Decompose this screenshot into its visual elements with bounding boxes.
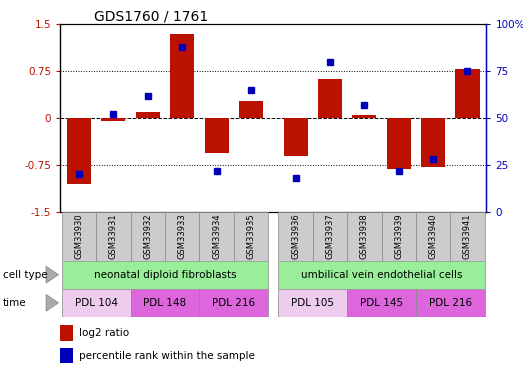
Text: PDL 216: PDL 216 — [429, 298, 472, 308]
Text: PDL 148: PDL 148 — [143, 298, 187, 308]
Bar — [60, 325, 73, 341]
Polygon shape — [46, 294, 59, 311]
Bar — [62, 261, 268, 289]
Text: GSM33936: GSM33936 — [291, 213, 300, 259]
Text: PDL 216: PDL 216 — [212, 298, 255, 308]
Bar — [353, 115, 377, 118]
Bar — [456, 69, 480, 118]
Bar — [60, 348, 73, 363]
Text: GDS1760 / 1761: GDS1760 / 1761 — [94, 9, 209, 23]
Bar — [382, 212, 416, 261]
Text: GSM33940: GSM33940 — [429, 213, 438, 259]
Bar — [416, 289, 485, 317]
Bar — [101, 118, 126, 121]
Text: GSM33941: GSM33941 — [463, 213, 472, 259]
Text: PDL 105: PDL 105 — [291, 298, 334, 308]
Bar — [62, 212, 96, 261]
Text: log2 ratio: log2 ratio — [79, 328, 129, 338]
Bar — [62, 289, 131, 317]
Text: neonatal diploid fibroblasts: neonatal diploid fibroblasts — [94, 270, 236, 280]
Text: GSM33932: GSM33932 — [143, 213, 152, 259]
Bar — [347, 289, 416, 317]
Bar — [239, 100, 263, 118]
Text: GSM33935: GSM33935 — [246, 213, 255, 259]
Bar — [347, 212, 382, 261]
Bar — [318, 80, 342, 118]
Bar — [199, 212, 234, 261]
Bar — [386, 118, 411, 170]
Bar — [283, 118, 308, 156]
Text: GSM33934: GSM33934 — [212, 213, 221, 259]
Bar — [204, 118, 229, 153]
Text: GSM33937: GSM33937 — [325, 213, 335, 259]
Bar — [278, 261, 485, 289]
Bar — [131, 289, 199, 317]
Bar — [278, 212, 313, 261]
Text: GSM33933: GSM33933 — [178, 213, 187, 259]
Bar — [313, 212, 347, 261]
Bar — [165, 212, 199, 261]
Bar — [96, 212, 131, 261]
Bar — [170, 34, 194, 118]
Text: GSM33930: GSM33930 — [75, 213, 84, 259]
Bar — [416, 212, 450, 261]
Text: PDL 104: PDL 104 — [75, 298, 118, 308]
Text: percentile rank within the sample: percentile rank within the sample — [79, 351, 255, 361]
Bar — [234, 212, 268, 261]
Text: GSM33931: GSM33931 — [109, 213, 118, 259]
Text: GSM33938: GSM33938 — [360, 213, 369, 259]
Polygon shape — [46, 266, 59, 283]
Text: PDL 145: PDL 145 — [360, 298, 403, 308]
Bar — [67, 118, 91, 184]
Text: time: time — [3, 298, 26, 308]
Text: GSM33939: GSM33939 — [394, 213, 403, 259]
Bar — [131, 212, 165, 261]
Bar — [421, 118, 445, 167]
Bar — [136, 112, 160, 118]
Text: cell type: cell type — [3, 270, 47, 280]
Bar — [450, 212, 485, 261]
Text: umbilical vein endothelial cells: umbilical vein endothelial cells — [301, 270, 462, 280]
Bar — [199, 289, 268, 317]
Bar — [278, 289, 347, 317]
